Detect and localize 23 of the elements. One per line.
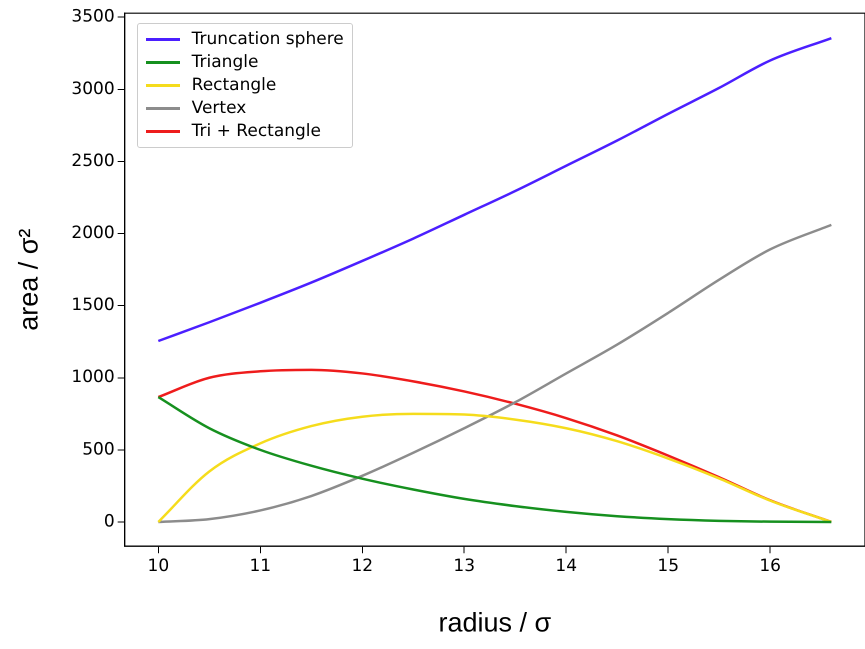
legend-label: Rectangle xyxy=(192,74,276,98)
y-tick-label: 3500 xyxy=(71,6,115,27)
y-tick-label: 2500 xyxy=(71,150,115,171)
y-tick-label: 3000 xyxy=(71,78,115,99)
x-axis-title: radius / σ xyxy=(438,607,552,638)
legend-label: Tri + Rectangle xyxy=(192,120,321,144)
y-tick-label: 1000 xyxy=(71,367,115,388)
x-tick-label: 16 xyxy=(759,556,781,576)
x-tick-label: 12 xyxy=(351,556,374,576)
legend-label: Triangle xyxy=(192,51,258,74)
x-tick-label: 13 xyxy=(453,556,476,576)
y-tick-label: 1500 xyxy=(71,295,115,316)
y-axis-title: area / σ² xyxy=(14,228,44,331)
legend-label: Vertex xyxy=(192,97,246,120)
x-tick-label: 11 xyxy=(249,556,272,576)
x-tick-label: 10 xyxy=(147,556,170,576)
y-tick-label: 0 xyxy=(104,511,115,532)
line-series xyxy=(157,224,833,524)
x-tick-label: 15 xyxy=(657,556,680,576)
legend-label: Truncation sphere xyxy=(192,28,344,52)
y-tick-label: 2000 xyxy=(71,222,115,243)
y-tick-label: 500 xyxy=(82,439,115,460)
x-tick-label: 14 xyxy=(555,556,578,576)
